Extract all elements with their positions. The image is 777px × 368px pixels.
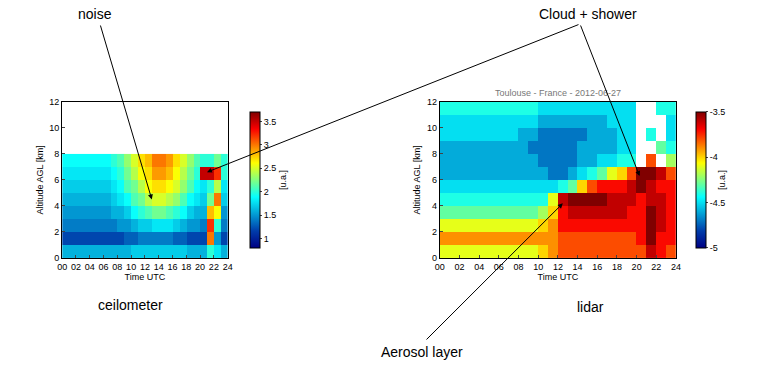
- svg-text:04: 04: [85, 262, 95, 272]
- svg-text:Aerosol layer: Aerosol layer: [381, 344, 463, 360]
- svg-text:20: 20: [195, 262, 205, 272]
- svg-text:12: 12: [553, 262, 563, 272]
- svg-text:Altitude AGL [km]: Altitude AGL [km]: [35, 145, 45, 214]
- svg-text:14: 14: [154, 262, 164, 272]
- svg-text:Time UTC: Time UTC: [538, 272, 579, 282]
- svg-text:22: 22: [209, 262, 219, 272]
- svg-text:06: 06: [494, 262, 504, 272]
- svg-text:16: 16: [592, 262, 602, 272]
- svg-text:lidar: lidar: [577, 299, 604, 315]
- svg-text:12: 12: [427, 97, 437, 107]
- svg-text:-3.5: -3.5: [710, 107, 726, 117]
- svg-text:10: 10: [126, 262, 136, 272]
- svg-text:2: 2: [264, 187, 269, 197]
- svg-text:Altitude AGL [km]: Altitude AGL [km]: [412, 145, 422, 214]
- svg-text:24: 24: [223, 262, 233, 272]
- svg-text:ceilometer: ceilometer: [98, 297, 163, 313]
- svg-text:24: 24: [671, 262, 681, 272]
- svg-text:04: 04: [474, 262, 484, 272]
- svg-text:1: 1: [264, 234, 269, 244]
- svg-text:02: 02: [454, 262, 464, 272]
- svg-text:2: 2: [54, 227, 59, 237]
- svg-text:00: 00: [57, 262, 67, 272]
- svg-text:Toulouse - France - 2012-06-27: Toulouse - France - 2012-06-27: [495, 88, 621, 98]
- svg-text:20: 20: [632, 262, 642, 272]
- svg-text:Time UTC: Time UTC: [125, 272, 166, 282]
- svg-text:02: 02: [71, 262, 81, 272]
- svg-text:noise: noise: [78, 6, 112, 22]
- svg-text:[u.a.]: [u.a.]: [717, 170, 727, 190]
- svg-text:2: 2: [432, 227, 437, 237]
- svg-text:06: 06: [99, 262, 109, 272]
- svg-text:10: 10: [49, 123, 59, 133]
- svg-text:12: 12: [49, 97, 59, 107]
- svg-text:1.5: 1.5: [264, 210, 277, 220]
- svg-text:Cloud + shower: Cloud + shower: [539, 6, 637, 22]
- svg-text:-4: -4: [710, 152, 718, 162]
- svg-text:3: 3: [264, 140, 269, 150]
- svg-text:00: 00: [435, 262, 445, 272]
- svg-text:10: 10: [533, 262, 543, 272]
- svg-text:6: 6: [432, 175, 437, 185]
- svg-text:4: 4: [432, 201, 437, 211]
- svg-text:08: 08: [112, 262, 122, 272]
- svg-text:22: 22: [651, 262, 661, 272]
- svg-text:8: 8: [432, 149, 437, 159]
- svg-text:-4.5: -4.5: [710, 198, 726, 208]
- svg-text:4: 4: [54, 201, 59, 211]
- svg-text:18: 18: [612, 262, 622, 272]
- svg-text:0: 0: [432, 253, 437, 263]
- svg-text:-5: -5: [710, 243, 718, 253]
- svg-text:2.5: 2.5: [264, 163, 277, 173]
- svg-text:14: 14: [573, 262, 583, 272]
- svg-text:16: 16: [167, 262, 177, 272]
- svg-text:08: 08: [514, 262, 524, 272]
- svg-text:3.5: 3.5: [264, 116, 277, 126]
- svg-text:12: 12: [140, 262, 150, 272]
- svg-text:10: 10: [427, 123, 437, 133]
- svg-text:8: 8: [54, 149, 59, 159]
- svg-text:0: 0: [54, 253, 59, 263]
- svg-text:18: 18: [181, 262, 191, 272]
- svg-text:6: 6: [54, 175, 59, 185]
- svg-text:[u.a.]: [u.a.]: [278, 170, 288, 190]
